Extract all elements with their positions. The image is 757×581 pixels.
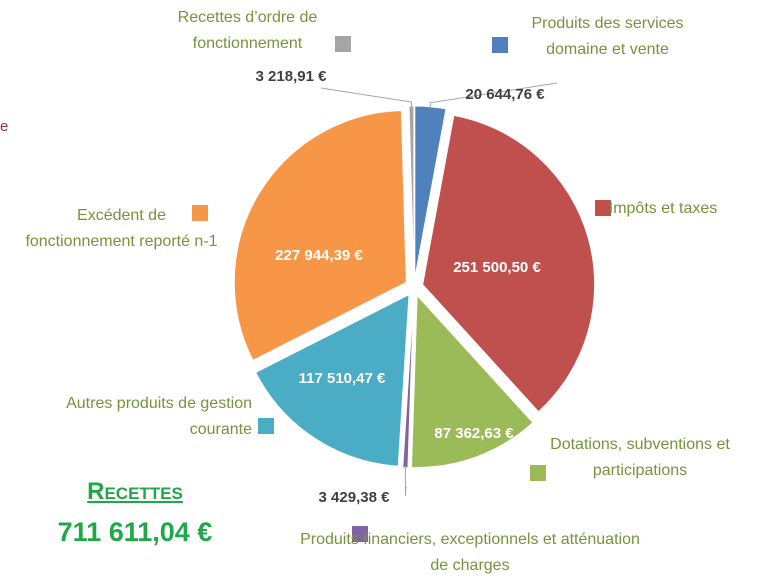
legend-swatch [352,526,368,542]
legend-text: Produits des services domaine et vente [531,15,684,58]
legend-text: Produits financiers, exceptionnels et at… [300,531,640,574]
data-label: 117 510,47 € [299,370,386,387]
data-label: 20 644,76 € [465,86,545,103]
legend-swatch [192,205,208,221]
legend-text: Recettes d’ordre de fonctionnement [177,9,318,52]
pie-slice [233,109,407,362]
legend-swatch [492,37,508,53]
leader-line [429,82,558,109]
pie-slice [408,105,415,279]
leader-line [320,87,412,109]
data-label: 3 429,38 € [319,489,391,506]
legend-text: Autres produits de gestion courante [66,395,252,438]
legend-swatch [530,465,546,481]
pie-slice [255,293,410,467]
legend-text: Excédent de fonctionnement reporté n-1 [25,207,218,250]
data-label: 87 362,63 € [434,425,514,442]
legend-swatch [335,36,351,52]
pie-slice [422,114,596,413]
pie-slice [410,294,534,468]
legend-text: Impôts et taxes [608,200,718,217]
legend-text: Dotations, subventions et participations [550,436,730,479]
data-label: 227 944,39 € [275,247,363,264]
leader-line [404,465,407,496]
chart-title: Recettes [87,478,183,505]
legend-swatch [258,418,274,434]
cropped-text: e [0,118,9,135]
data-label: 251 500,50 € [453,259,541,276]
legend-swatch [595,200,611,216]
chart-subtitle: 711 611,04 € [57,517,213,547]
data-label: 3 218,91 € [256,68,328,85]
